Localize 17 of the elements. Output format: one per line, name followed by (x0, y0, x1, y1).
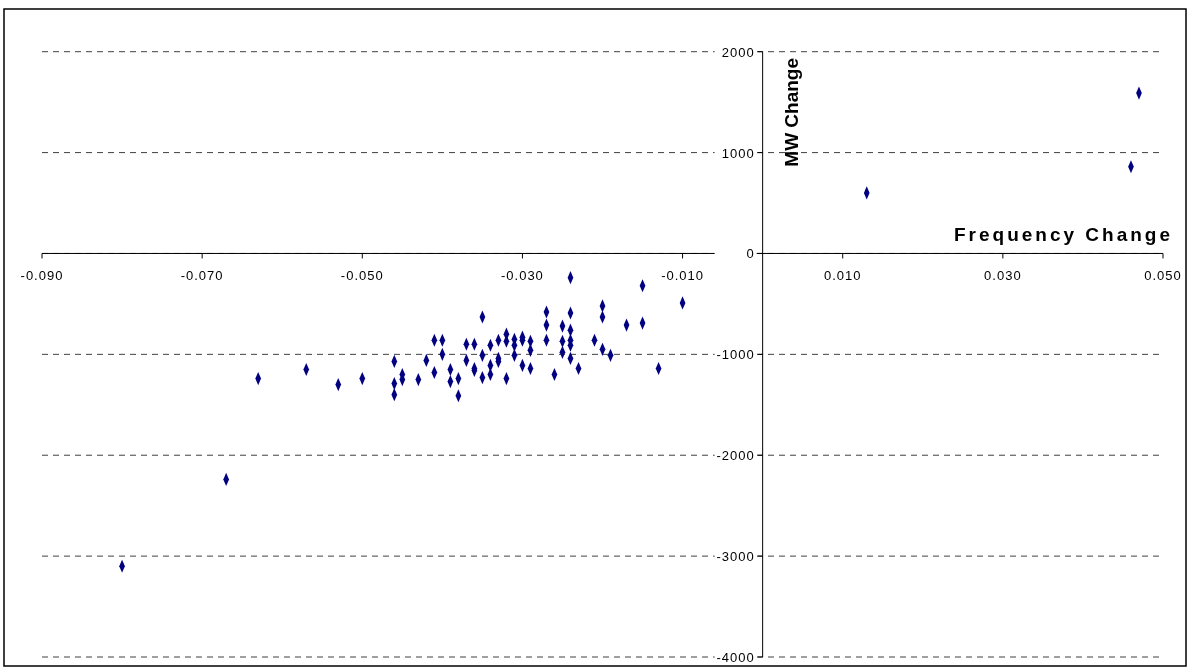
y-tick-label: -1000 (716, 347, 755, 363)
x-tick-label: -0.010 (661, 268, 705, 284)
y-tick-label: -4000 (716, 650, 755, 665)
x-tick-label: -0.030 (500, 268, 544, 284)
y-tick-label: -3000 (716, 549, 755, 565)
x-tick-label: 0.010 (823, 268, 862, 284)
x-tick-label: 0.030 (984, 268, 1022, 284)
x-tick-label: -0.090 (20, 268, 64, 284)
y-tick-label: 0 (746, 246, 755, 262)
y-tick-label: 2000 (721, 44, 755, 60)
y-axis-title: MW Change (780, 57, 802, 167)
x-tick-label: -0.070 (180, 268, 224, 284)
x-tick-label: 0.050 (1144, 268, 1182, 284)
y-tick-label: -2000 (716, 448, 755, 464)
y-tick-label: 1000 (721, 145, 755, 161)
x-axis-title: Frequency Change (953, 224, 1173, 246)
x-tick-label: -0.050 (340, 268, 384, 284)
